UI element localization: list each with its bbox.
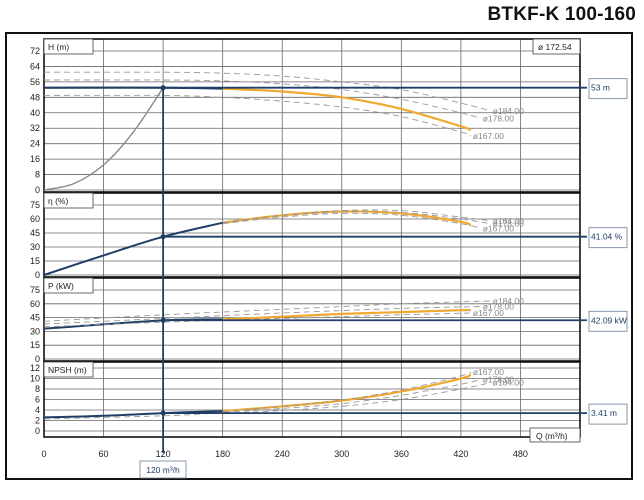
x-tick-label: 360 bbox=[394, 449, 409, 459]
x-tick-label: 240 bbox=[275, 449, 290, 459]
grid bbox=[43, 38, 581, 438]
alt-impeller-curve bbox=[43, 306, 481, 325]
x-tick-label: 480 bbox=[513, 449, 528, 459]
y-tick-label: 16 bbox=[30, 154, 40, 164]
y-tick-label: 8 bbox=[35, 170, 40, 180]
x-tick-label: 60 bbox=[99, 449, 109, 459]
y-tick-label: 0 bbox=[35, 354, 40, 364]
panel-label-power: P (kW) bbox=[48, 281, 74, 291]
x-tick-label: 420 bbox=[453, 449, 468, 459]
y-tick-label: 48 bbox=[30, 92, 40, 102]
selected-curve-segment bbox=[43, 410, 223, 419]
impeller-curve-label: ø167.00 bbox=[473, 367, 504, 377]
y-tick-label: 32 bbox=[30, 123, 40, 133]
operating-value-power: 42.09 kW bbox=[591, 315, 627, 325]
impeller-curve-label: ø184.00 bbox=[493, 106, 524, 116]
impeller-curve-label: ø167.00 bbox=[473, 308, 504, 318]
impeller-curve-label: ø184.00 bbox=[493, 378, 524, 388]
impeller-curve-label: ø178.00 bbox=[483, 114, 514, 124]
impeller-curve-label: ø178.00 bbox=[483, 375, 514, 385]
selected-curve bbox=[222, 87, 472, 132]
panel-label-efficiency: η (%) bbox=[48, 196, 68, 206]
page-title: BTKF-K 100-160 bbox=[487, 4, 636, 25]
y-tick-label: 45 bbox=[30, 228, 40, 238]
alt-impeller-curve bbox=[222, 212, 481, 229]
alt-impeller-curve bbox=[222, 382, 491, 415]
impeller-curve-label: ø167.00 bbox=[473, 131, 504, 141]
y-tick-label: 30 bbox=[30, 242, 40, 252]
y-tick-label: 24 bbox=[30, 139, 40, 149]
alt-impeller-curve bbox=[222, 371, 471, 413]
alt-impeller-curve bbox=[43, 312, 471, 328]
y-tick-label: 45 bbox=[30, 313, 40, 323]
panel-label-npsh: NPSH (m) bbox=[48, 365, 87, 375]
y-tick-label: 75 bbox=[30, 200, 40, 210]
y-tick-label: 60 bbox=[30, 214, 40, 224]
y-tick-label: 75 bbox=[30, 285, 40, 295]
y-tick-label: 15 bbox=[30, 340, 40, 350]
y-tick-label: 12 bbox=[30, 363, 40, 373]
impeller-curve-label: ø184.00 bbox=[493, 216, 524, 226]
x-tick-label: 120 bbox=[156, 449, 171, 459]
alt-impeller-curve bbox=[222, 210, 491, 225]
y-tick-label: 0 bbox=[35, 185, 40, 195]
y-tick-label: 0 bbox=[35, 270, 40, 280]
y-tick-label: 15 bbox=[30, 256, 40, 266]
y-tick-label: 6 bbox=[35, 395, 40, 405]
curves: ø184.00ø178.00ø167.00ø184.00ø178.00ø167.… bbox=[43, 71, 524, 420]
impeller-curve-label: ø184.00 bbox=[493, 296, 524, 306]
y-tick-label: 30 bbox=[30, 326, 40, 336]
y-tick-label: 56 bbox=[30, 77, 40, 87]
x-tick-label: 300 bbox=[334, 449, 349, 459]
x-axis-label: Q (m³/h) bbox=[536, 431, 568, 441]
impeller-curve-label: ø167.00 bbox=[483, 223, 514, 233]
alt-impeller-curve bbox=[43, 79, 481, 120]
outer-frame bbox=[5, 32, 633, 480]
alt-impeller-curve bbox=[43, 71, 491, 112]
y-tick-label: 40 bbox=[30, 108, 40, 118]
selected-curve-segment bbox=[43, 221, 223, 276]
impeller-curve-label: ø178.00 bbox=[483, 302, 514, 312]
selected-curve bbox=[222, 308, 471, 321]
operating-point-overlay: 53 m 41.04 % 42.09 kW 3.41 m 120 m³/h bbox=[44, 78, 628, 479]
y-tick-label: 60 bbox=[30, 299, 40, 309]
y-tick-label: 4 bbox=[35, 405, 40, 415]
operating-value-npsh: 3.41 m bbox=[591, 408, 617, 418]
alt-impeller-curve bbox=[43, 94, 471, 137]
x-tick-label: 0 bbox=[41, 449, 46, 459]
operating-flow-value: 120 m³/h bbox=[146, 465, 180, 475]
y-tick-label: 72 bbox=[30, 46, 40, 56]
operating-value-efficiency: 41.04 % bbox=[591, 232, 623, 242]
alt-impeller-curve bbox=[43, 379, 481, 420]
operating-value-head: 53 m bbox=[591, 83, 610, 93]
impeller-diameter-label: ø 172.54 bbox=[538, 42, 572, 52]
impeller-curve-label: ø178.00 bbox=[493, 219, 524, 229]
panel-label-head: H (m) bbox=[48, 42, 69, 52]
system-curve bbox=[43, 87, 164, 191]
y-tick-label: 10 bbox=[30, 374, 40, 384]
y-tick-label: 64 bbox=[30, 61, 40, 71]
alt-impeller-curve bbox=[43, 300, 491, 322]
y-tick-label: 0 bbox=[35, 426, 40, 436]
y-tick-label: 2 bbox=[35, 416, 40, 426]
x-tick-label: 180 bbox=[215, 449, 230, 459]
y-tick-label: 8 bbox=[35, 384, 40, 394]
